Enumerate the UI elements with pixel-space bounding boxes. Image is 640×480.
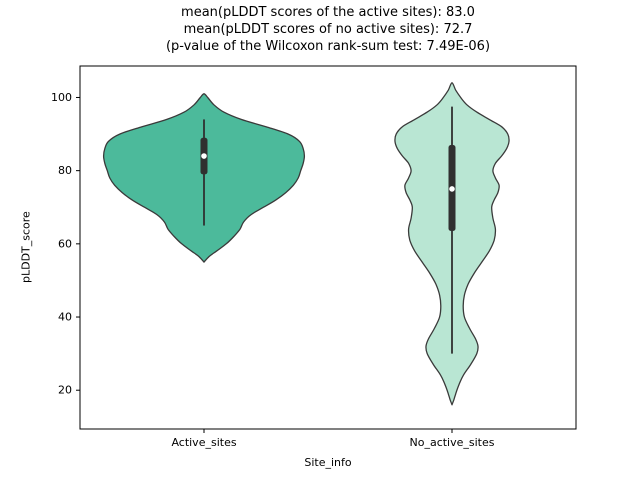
axes-spines	[79, 65, 577, 430]
y-tick-label: 20	[58, 384, 72, 397]
violin-no_active_sites	[394, 82, 510, 406]
chart-title-line-1: mean(pLDDT scores of the active sites): …	[181, 5, 475, 20]
chart-title: mean(pLDDT scores of the active sites): …	[80, 4, 576, 55]
y-tick-label: 60	[58, 237, 72, 250]
y-tick-label: 80	[58, 164, 72, 177]
y-tick-label: 100	[51, 91, 72, 104]
violin-active_sites	[102, 93, 306, 263]
chart-title-line-3: (p-value of the Wilcoxon rank-sum test: …	[165, 39, 491, 54]
x-tick-label: Active_sites	[171, 436, 236, 449]
box-median-dot	[201, 153, 207, 159]
box-median-dot	[449, 186, 455, 192]
chart-title-line-2: mean(pLDDT scores of no active sites): 7…	[183, 22, 473, 37]
y-tick-label: 40	[58, 311, 72, 324]
x-tick-label: No_active_sites	[410, 436, 495, 449]
x-axis-label: Site_info	[304, 456, 352, 469]
